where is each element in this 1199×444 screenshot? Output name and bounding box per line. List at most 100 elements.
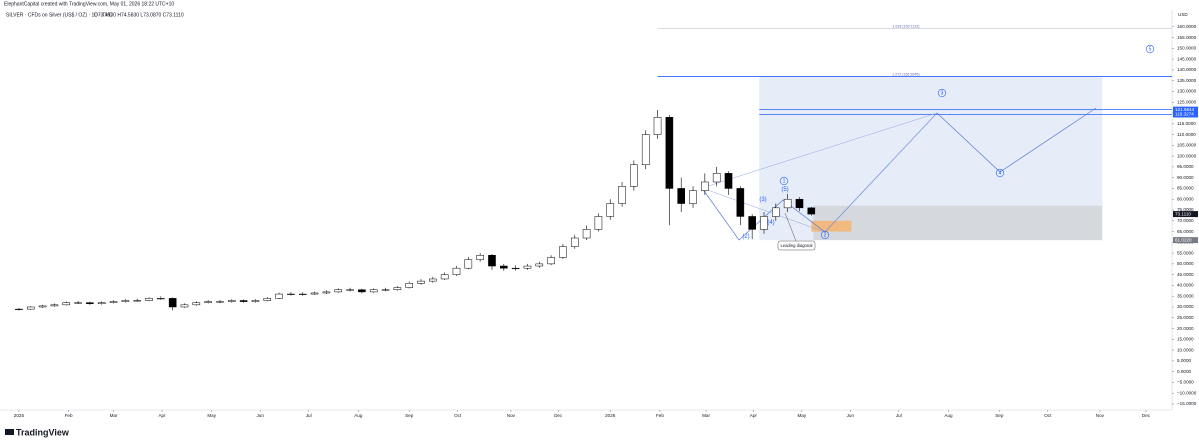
candle-body: [381, 289, 390, 291]
brand: TradingView: [16, 427, 70, 437]
fib-label: 1.618 (159.1133): [892, 25, 919, 29]
wave-label: (4): [767, 220, 774, 226]
candle-body: [204, 301, 212, 303]
candle-body: [795, 198, 804, 209]
annotation-pointer: [784, 212, 797, 242]
x-tick-label: Sep: [995, 413, 1004, 418]
x-tick-label: Mar: [702, 413, 710, 418]
x-tick-label: Feb: [656, 413, 664, 418]
candle-body: [38, 305, 47, 308]
wave-label: (5): [781, 187, 788, 193]
y-tick-label: 160.0000: [1177, 24, 1197, 29]
y-tick-label: 125.0000: [1177, 99, 1197, 104]
x-tick-label: Apr: [158, 413, 166, 418]
candle-body: [180, 304, 189, 308]
level-tag-bg: [1173, 111, 1198, 118]
y-tick-label: 85.0000: [1177, 186, 1194, 191]
candle-body: [618, 186, 626, 204]
candle-body: [500, 265, 508, 269]
y-unit: USD: [1178, 12, 1188, 17]
candle-body: [523, 265, 532, 269]
y-tick-label: 135.0000: [1177, 78, 1197, 83]
candle-body: [133, 300, 141, 302]
wave-label: 1: [783, 179, 786, 185]
annotation-box: [777, 240, 816, 251]
candle-body: [192, 302, 201, 306]
candle-body: [570, 237, 579, 247]
candle-body: [298, 293, 307, 295]
wave-circle: [937, 88, 947, 98]
candle-body: [310, 292, 319, 295]
y-tick-label: 110.0000: [1177, 132, 1196, 137]
candle-body: [712, 173, 721, 183]
candle-body: [594, 216, 603, 230]
y-tick-label: −5.0000: [1177, 380, 1194, 385]
y-tick-label: 0.0000: [1177, 369, 1191, 374]
candle-body: [168, 298, 177, 308]
y-tick-label: 10.0000: [1177, 347, 1194, 352]
y-tick-label: 40.0000: [1177, 283, 1194, 288]
risk-box: [813, 205, 1103, 241]
y-tick-label: 20.0000: [1177, 326, 1194, 331]
x-tick-label: Aug: [354, 413, 363, 418]
candle-body: [476, 255, 484, 260]
candle-body: [417, 280, 425, 284]
candle-body: [464, 259, 473, 269]
candle-body: [405, 283, 413, 288]
level-tag-bg: [1173, 106, 1198, 113]
candle-body: [157, 298, 165, 300]
candle-body: [783, 198, 792, 209]
candle-body: [559, 246, 567, 258]
candle-body: [121, 300, 130, 302]
x-tick-label: Dec: [554, 413, 563, 418]
y-tick-label: 45.0000: [1177, 272, 1194, 277]
y-tick-label: 65.0000: [1177, 229, 1194, 234]
candle-body: [653, 117, 662, 135]
x-tick-label: May: [797, 413, 806, 418]
y-tick-label: 140.0000: [1177, 67, 1197, 72]
y-tick-label: 70.0000: [1177, 218, 1194, 223]
x-tick-label: Jul: [306, 413, 312, 418]
candle-body: [701, 181, 709, 191]
candle-body: [760, 216, 768, 230]
y-tick-label: 90.0000: [1177, 175, 1194, 180]
candle-body: [239, 300, 248, 302]
y-tick-label: 35.0000: [1177, 293, 1194, 298]
candle-body: [26, 306, 35, 310]
y-tick-label: 25.0000: [1177, 315, 1194, 320]
candle-body: [748, 216, 756, 230]
x-tick-label: Sep: [405, 413, 414, 418]
x-tick-label: Aug: [944, 413, 953, 418]
y-tick-label: 105.0000: [1177, 143, 1197, 148]
y-tick-label: 55.0000: [1177, 250, 1194, 255]
x-tick-label: 2025: [14, 413, 25, 418]
logo-mark: [5, 429, 14, 435]
candle-body: [488, 255, 496, 267]
candle-body: [15, 308, 23, 310]
y-tick-label: 15.0000: [1177, 337, 1194, 342]
fib-label: 1.272 (136.9045): [892, 73, 919, 77]
candle-body: [807, 207, 816, 215]
candle-body: [74, 302, 82, 304]
candle-body: [724, 173, 733, 189]
header: ElephantCapital created with TradingView…: [4, 1, 174, 7]
x-tick-label: Oct: [1044, 413, 1052, 418]
x-tick-label: Feb: [65, 413, 73, 418]
candle-body: [677, 188, 686, 204]
candle-body: [772, 207, 780, 217]
logo: TradingView: [5, 427, 70, 437]
chart-title: SILVER · CFDs on Silver (US$ / OZ) · 1D …: [6, 12, 113, 18]
candle-body: [334, 289, 343, 293]
wave-label: 4: [999, 171, 1002, 177]
candle-body: [251, 300, 260, 302]
wave-label: 3: [941, 91, 944, 97]
candle-body: [50, 304, 59, 307]
candle-body: [429, 278, 437, 282]
y-tick-label: 50.0000: [1177, 261, 1194, 266]
candle-body: [216, 301, 224, 303]
candle-body: [145, 298, 153, 301]
y-tick-label: 30.0000: [1177, 304, 1194, 309]
price-tag: 61.0220: [1175, 237, 1192, 242]
candle-body: [606, 203, 615, 217]
